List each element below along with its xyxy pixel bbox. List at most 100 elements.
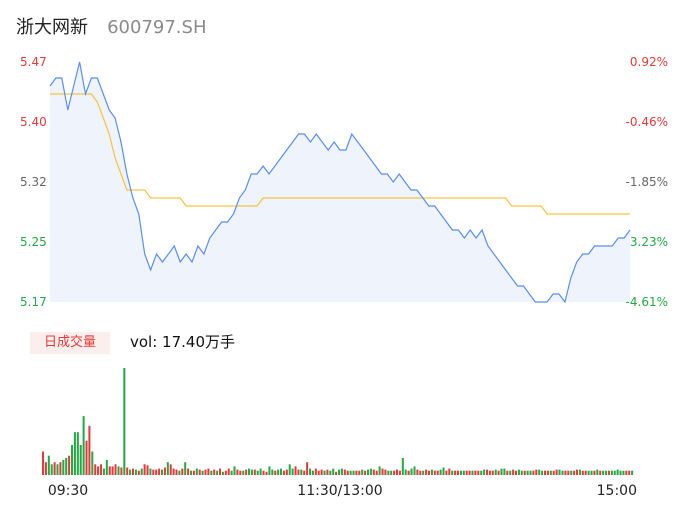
volume-tab[interactable]: 日成交量 [30,332,110,354]
volume-bar [451,470,454,475]
y-right-tick-label: -3.23% [626,235,668,249]
volume-bar [576,469,579,475]
volume-bar [236,469,239,475]
volume-bar [163,467,166,475]
volume-bar [552,470,555,475]
volume-bar [573,470,576,475]
volume-bar [71,445,74,475]
volume-bar [207,468,210,475]
volume-bar [459,470,462,475]
volume-bar [369,468,372,475]
volume-bar [204,469,207,475]
volume-bar [56,464,59,475]
volume-bar [143,464,146,475]
volume-bar [294,466,297,475]
volume-bar [375,470,378,475]
volume-bar [398,470,401,475]
price-line [49,61,631,304]
volume-bar [358,470,361,475]
volume-bar [503,468,506,475]
volume-bar [288,464,291,475]
volume-bar [198,469,201,475]
volume-bar [314,468,317,475]
volume-bar [404,469,407,475]
volume-bar [65,457,68,475]
volume-bar [596,469,599,475]
volume-bar [62,460,65,475]
volume-bar [340,468,343,475]
volume-bar [161,469,164,475]
volume-bar [146,465,149,475]
volume-bar [471,470,474,475]
volume-bar [44,462,47,475]
volume-bar [216,470,219,475]
volume-bar [192,470,195,475]
volume-bar [381,468,384,475]
y-left-tick-label: 5.17 [20,295,47,309]
volume-bar [169,464,172,475]
volume-bar [549,470,552,475]
volume-bar [126,467,129,475]
volume-bar [494,469,497,475]
volume-bar [76,432,79,475]
volume-bar [184,462,187,475]
volume-bar [396,469,399,475]
volume-bar [245,469,248,475]
volume-bar [291,468,294,475]
volume-bar [303,470,306,475]
volume-bar [111,466,114,475]
volume-bar [497,470,500,475]
volume-bar [515,470,518,475]
volume-bar [250,469,253,475]
volume-bar [178,470,181,475]
volume-bar [564,470,567,475]
x-axis-time-label: 11:30/13:00 [297,483,382,499]
volume-bar [129,469,132,475]
volume-bar [535,469,538,475]
volume-bar [526,470,529,475]
volume-bar [541,470,544,475]
y-left-tick-label: 5.25 [20,235,47,249]
volume-bar [631,470,634,475]
volume-bar [378,466,381,475]
volume-bar [584,470,587,475]
volume-bar [213,469,216,475]
volume-bar [364,470,367,475]
volume-bar [309,468,312,475]
volume-bar [625,470,628,475]
volume-bar [166,462,169,475]
volume-bar [242,470,245,475]
volume-bar [335,471,338,475]
volume-bar [59,462,62,475]
volume-bar [401,457,404,475]
volume-bar [448,468,451,475]
stock-code: 600797.SH [107,17,207,38]
volume-bar [132,468,135,475]
x-axis-time-label: 15:00 [597,483,637,499]
volume-bar [114,464,117,475]
volume-bar [361,469,364,475]
x-axis-time-label: 09:30 [48,483,88,499]
volume-bar [529,470,532,475]
volume-bar [91,451,94,475]
volume-bar [120,467,123,475]
volume-bar [285,469,288,475]
volume-bar [253,469,256,475]
volume-bar [372,469,375,475]
volume-bar [465,470,468,475]
volume-bar [457,470,460,475]
volume-bar [488,470,491,475]
volume-bar [613,470,616,475]
volume-bar [512,469,515,475]
volume-bar [561,470,564,475]
volume-bar [393,470,396,475]
volume-bar [219,468,222,475]
volume-bar [439,469,442,475]
volume-bar [140,468,143,475]
volume-bar [137,470,140,475]
volume-bar [442,467,445,475]
volume-bar [425,469,428,475]
volume-bar [544,470,547,475]
volume-bar [506,470,509,475]
volume-bar [88,425,91,475]
